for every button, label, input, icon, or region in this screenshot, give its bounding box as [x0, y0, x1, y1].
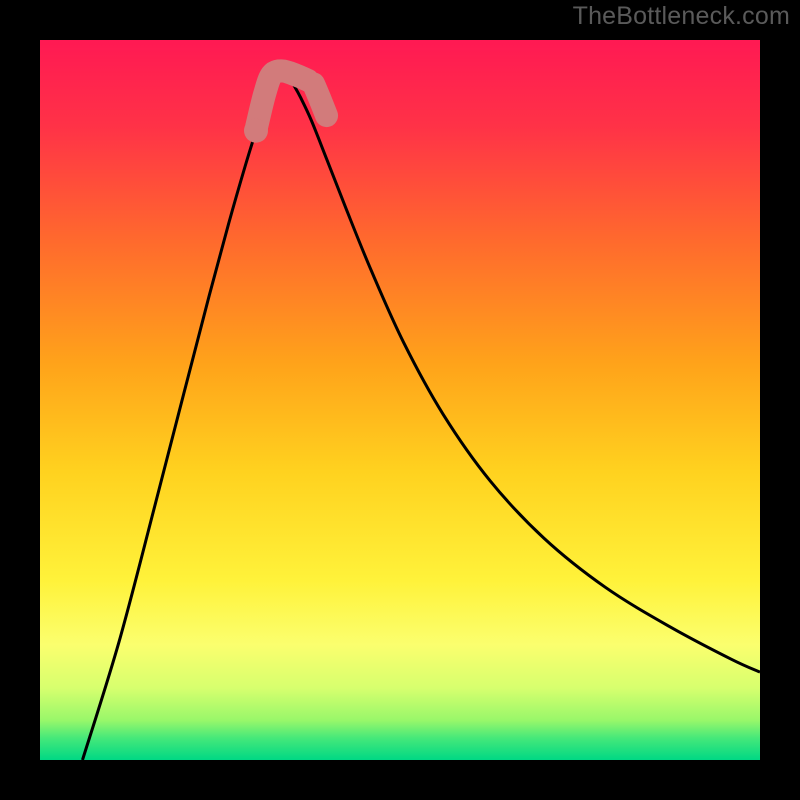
highlight-segment-1: [314, 84, 327, 116]
gradient-background: [40, 40, 760, 760]
highlight-dot: [244, 119, 268, 143]
chart-svg: [0, 0, 800, 800]
chart-canvas: TheBottleneck.com: [0, 0, 800, 800]
